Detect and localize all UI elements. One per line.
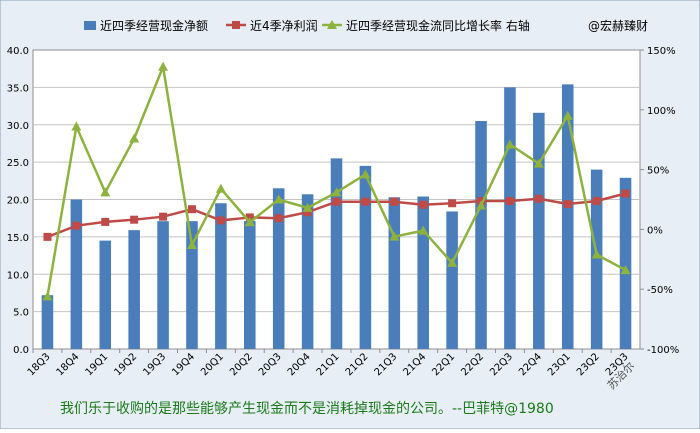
legend-label-cash: 近四季经营现金净额 <box>100 18 208 33</box>
profit-point <box>621 189 630 198</box>
legend-extra-label: @宏赫臻财 <box>588 18 648 33</box>
legend-marker-growth <box>327 20 337 29</box>
bar <box>388 197 401 349</box>
bar <box>561 84 574 349</box>
bar <box>359 165 372 349</box>
profit-point <box>101 217 110 226</box>
growth-point <box>476 200 487 210</box>
y2-tick-label: 0% <box>647 225 663 236</box>
bar <box>417 196 429 349</box>
growth-point <box>244 217 255 227</box>
y2-tick-label: -50% <box>647 285 673 296</box>
bar <box>475 121 487 349</box>
y-tick-label: 20.0 <box>7 196 29 207</box>
growth-point <box>71 121 82 131</box>
bar <box>157 221 169 349</box>
legend-label-growth: 近四季经营现金流同比增长率 右轴 <box>346 18 530 33</box>
profit-point <box>448 199 457 208</box>
growth-point <box>360 169 371 179</box>
bar <box>272 188 285 349</box>
profit-point <box>563 199 572 208</box>
bar-series <box>41 84 632 349</box>
y2-tick-label: 150% <box>647 46 676 57</box>
y-tick-label: 10.0 <box>7 270 29 281</box>
growth-point <box>389 231 400 241</box>
bar <box>128 230 140 349</box>
growth-point <box>273 194 284 204</box>
legend-swatch-cash <box>84 21 96 30</box>
profit-point <box>72 221 81 230</box>
growth-point <box>591 249 602 259</box>
bar <box>301 194 314 349</box>
profit-point <box>43 232 52 241</box>
profit-point <box>274 214 283 223</box>
bar <box>446 211 458 349</box>
line-series <box>42 61 631 301</box>
growth-point <box>504 139 515 149</box>
bar <box>215 203 227 349</box>
growth-point <box>100 187 111 197</box>
bar <box>186 221 198 349</box>
profit-point <box>216 216 225 225</box>
y-tick-label: 30.0 <box>7 121 29 132</box>
profit-point <box>592 196 601 205</box>
profit-point <box>505 196 514 205</box>
growth-point <box>418 225 429 235</box>
growth-point <box>533 158 544 168</box>
bar <box>533 112 545 349</box>
y2-tick-label: -100% <box>647 345 679 356</box>
y-tick-label: 35.0 <box>7 83 29 94</box>
bar <box>244 221 256 349</box>
bar <box>41 295 54 349</box>
caption: 我们乐于收购的是那些能够产生现金而不是消耗掉现金的公司。--巴菲特@1980 <box>60 401 554 417</box>
y-tick-label: 0.0 <box>13 345 29 356</box>
growth-point <box>562 110 573 120</box>
legend-marker-profit <box>232 21 240 29</box>
legend-label-profit: 近4季净利润 <box>250 19 318 33</box>
growth-point <box>129 133 140 143</box>
bar <box>619 177 632 349</box>
growth-point <box>447 257 458 267</box>
bar <box>590 169 603 349</box>
profit-point <box>187 205 196 214</box>
growth-point <box>215 183 226 193</box>
profit-point <box>534 194 543 203</box>
profit-point <box>130 215 139 224</box>
bar <box>70 199 83 349</box>
legend: 近四季经营现金净额 近4季净利润 近四季经营现金流同比增长率 右轴 @宏赫臻财 <box>84 18 648 33</box>
bar <box>330 158 343 349</box>
profit-point <box>159 212 168 221</box>
growth-point <box>302 202 313 212</box>
y-tick-label: 15.0 <box>7 233 29 244</box>
bar <box>504 87 516 349</box>
right-axis: -100% -50% 0% 50% 100% 150% <box>640 46 679 356</box>
profit-point <box>361 197 370 206</box>
y2-tick-label: 50% <box>647 166 669 177</box>
growth-point <box>186 239 197 249</box>
y-tick-label: 5.0 <box>13 308 29 319</box>
profit-point <box>303 208 312 217</box>
bar <box>99 240 112 349</box>
y-tick-label: 25.0 <box>7 158 29 169</box>
growth-point <box>42 291 53 301</box>
growth-point <box>331 187 342 197</box>
profit-point <box>332 197 341 206</box>
profit-point <box>390 197 399 206</box>
growth-point <box>158 61 169 71</box>
y-tick-label: 40.0 <box>7 46 29 57</box>
left-axis: 0.0 5.0 10.0 15.0 20.0 25.0 30.0 35.0 40.0 <box>7 46 29 356</box>
profit-point <box>419 200 428 209</box>
growth-point <box>620 265 631 275</box>
y2-tick-label: 100% <box>647 106 676 117</box>
